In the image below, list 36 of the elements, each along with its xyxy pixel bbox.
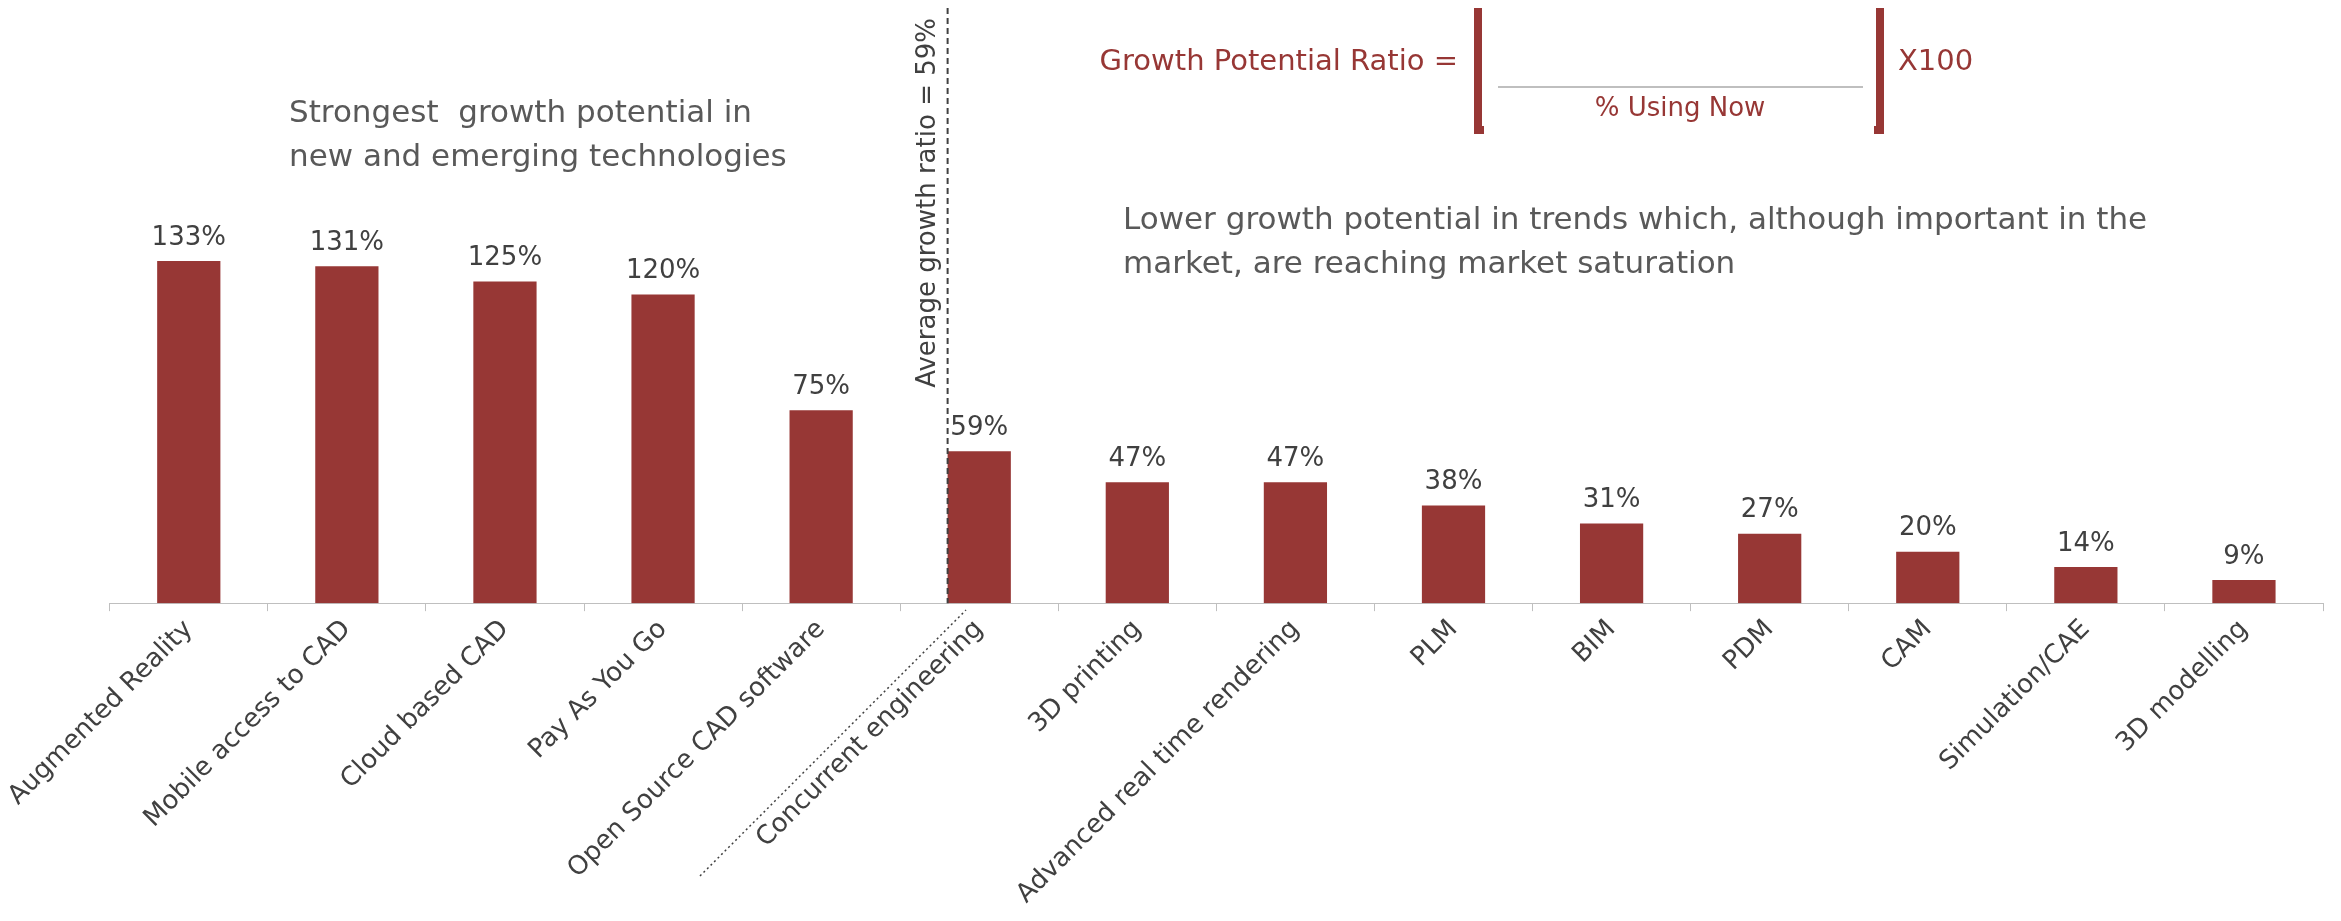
data-label: 133% <box>151 220 226 251</box>
data-label: 14% <box>2056 526 2115 557</box>
bar <box>315 266 379 604</box>
data-label: 59% <box>950 411 1009 442</box>
data-label: 47% <box>1266 441 1325 472</box>
bar <box>2054 567 2118 604</box>
data-label: 131% <box>309 225 385 256</box>
bar <box>157 261 221 604</box>
bar <box>1738 533 1802 604</box>
text: % Using Now <box>1594 91 1766 122</box>
bar <box>631 294 695 604</box>
bar <box>947 451 1011 604</box>
bar <box>1421 505 1486 604</box>
data-label: 31% <box>1582 483 1641 514</box>
data-label: 47% <box>1108 441 1167 472</box>
text: Growth Potential Ratio = <box>1099 43 1458 78</box>
data-label: 75% <box>792 369 851 400</box>
data-label: 120% <box>625 254 701 285</box>
bar <box>1263 482 1328 604</box>
x-tick-label: Pay As You Go <box>521 612 673 764</box>
data-label: 20% <box>1898 511 1957 542</box>
ref-line-label: Average growth ratio = 59% <box>911 18 942 388</box>
data-label: 27% <box>1740 493 1799 524</box>
text: X100 <box>1898 43 1974 78</box>
bar <box>1579 523 1644 604</box>
data-label: 125% <box>467 241 543 272</box>
bar <box>2212 579 2276 604</box>
x-tick-label: BIM <box>1565 612 1621 669</box>
bar <box>1896 551 1960 604</box>
bar <box>789 410 853 604</box>
data-label: 9% <box>2223 539 2265 570</box>
bar <box>473 281 537 604</box>
data-label: 38% <box>1424 465 1483 496</box>
annotation: Lower growth potential in trends which, although important in the market, are reaching market saturation <box>1123 199 2148 281</box>
text: Strongest growth potential in new and emerging technologies <box>289 92 787 174</box>
bar <box>1105 482 1169 604</box>
